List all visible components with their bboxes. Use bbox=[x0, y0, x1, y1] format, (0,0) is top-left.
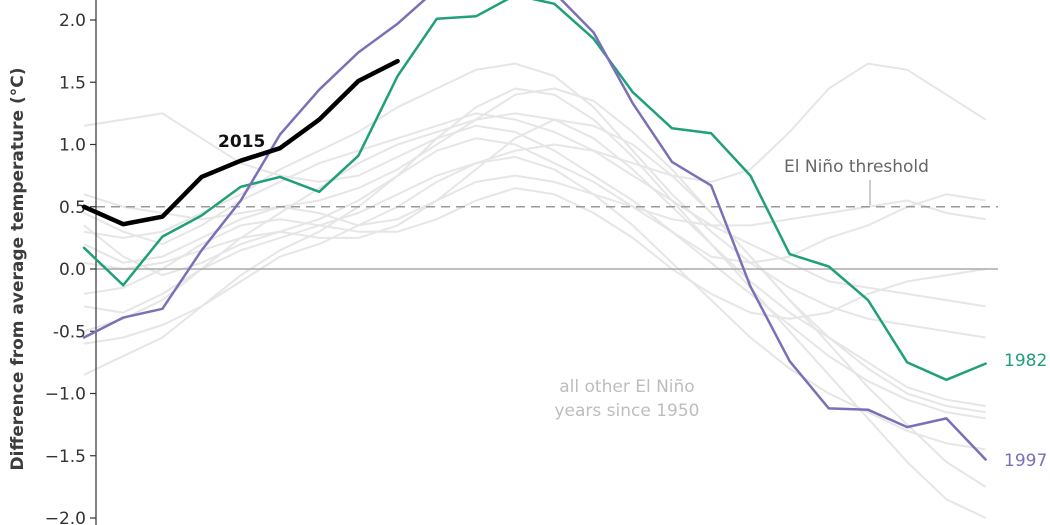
other-year-line-7 bbox=[83, 62, 987, 314]
threshold-label: El Niño threshold bbox=[784, 157, 929, 177]
highlight-lines bbox=[81, 0, 987, 461]
other-years-label-line2: years since 1950 bbox=[554, 401, 699, 421]
other-year-line-10 bbox=[83, 62, 986, 339]
other-years-label-line1: all other El Niño bbox=[559, 377, 694, 397]
label-2015: 2015 bbox=[218, 132, 265, 152]
series-line-1982 bbox=[82, 0, 987, 382]
series-line-2015 bbox=[81, 58, 400, 227]
y-tick-label: 1.5 bbox=[59, 73, 86, 93]
label-1997: 1997 bbox=[1004, 451, 1047, 471]
other-years-lines bbox=[83, 62, 987, 519]
y-tick-label: 2.0 bbox=[59, 11, 86, 31]
other-year-line-9 bbox=[83, 155, 986, 451]
y-tick-label: 0.0 bbox=[59, 260, 86, 280]
y-tick-label: −1.0 bbox=[45, 385, 86, 405]
y-tick-label: 1.0 bbox=[59, 136, 86, 156]
y-tick-label: 0.5 bbox=[59, 198, 86, 218]
y-axis: −2.0 −1.5 −1.0 -0.5 0.0 0.5 1.0 1.5 2.0 bbox=[45, 0, 97, 525]
series-line-1997 bbox=[82, 0, 987, 461]
other-year-line-6 bbox=[83, 174, 986, 227]
y-tick-label: −2.0 bbox=[45, 509, 86, 525]
y-tick-label: -0.5 bbox=[53, 322, 86, 342]
other-year-line-11 bbox=[83, 187, 986, 320]
y-tick-label: −1.5 bbox=[45, 447, 86, 467]
y-axis-label: Difference from average temperature (°C) bbox=[8, 68, 28, 471]
label-1982: 1982 bbox=[1004, 351, 1047, 371]
other-year-line-12 bbox=[83, 137, 986, 277]
other-year-line-8 bbox=[83, 118, 986, 414]
other-year-line-3 bbox=[83, 112, 986, 420]
reference-lines bbox=[96, 206, 998, 270]
other-year-line-5 bbox=[83, 87, 987, 519]
other-year-line-1 bbox=[83, 112, 986, 308]
